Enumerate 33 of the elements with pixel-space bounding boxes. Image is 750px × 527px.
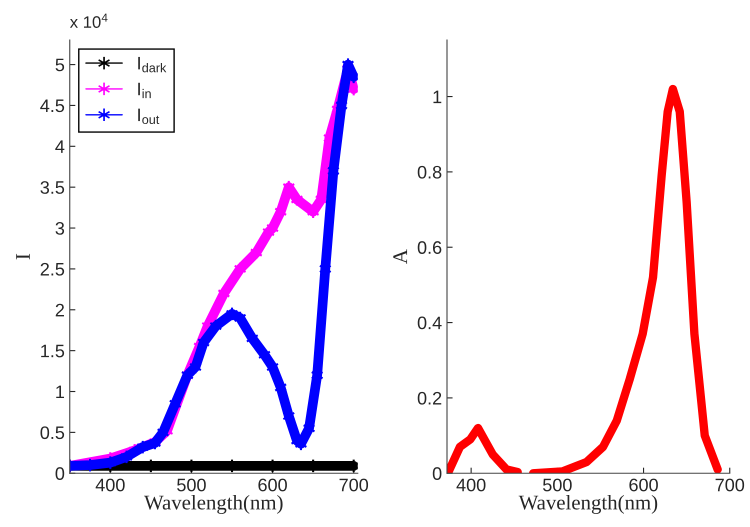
x-tick-label: 500 — [177, 478, 206, 492]
y-tick-label: 4.5 — [40, 100, 64, 112]
x-tick-label: 400 — [456, 478, 486, 492]
y-tick-label: 3 — [56, 222, 64, 235]
y-tick-label: 1 — [433, 90, 442, 104]
x-tick-label: 700 — [340, 478, 368, 492]
y-tick-label: 0.8 — [418, 166, 442, 179]
x-tick-label: 400 — [96, 478, 125, 492]
x-tick-label: 700 — [716, 478, 744, 492]
y-tick-label: 2 — [56, 304, 64, 316]
y-tick-label: 0.2 — [418, 392, 442, 405]
y-tick-label: 5 — [56, 58, 64, 72]
y-tick-label: 1 — [56, 386, 64, 398]
legend-label: I$_{in}$ — [138, 82, 151, 98]
x-axis-title: Wavelength(nm) — [144, 494, 283, 514]
x-tick-label: 500 — [543, 478, 572, 492]
y-tick-label: 0 — [432, 467, 442, 480]
x-tick-label: 600 — [258, 478, 287, 492]
y-tick-label: 0 — [56, 467, 64, 480]
y-tick-label: 0.6 — [418, 241, 442, 254]
y-tick-label: 2.5 — [40, 262, 64, 276]
y-tick-label: 0.4 — [418, 316, 442, 330]
x-tick-label: 600 — [629, 478, 658, 492]
x-axis-title: Wavelength(nm) — [518, 494, 658, 514]
y-tick-label: 0.5 — [40, 426, 64, 440]
legend-label: I$_{dark}$ — [138, 56, 166, 72]
y-tick-label: 3.5 — [40, 181, 64, 194]
y-axis-title: I — [16, 254, 30, 260]
y-tick-label: 4 — [55, 140, 64, 153]
y-axis-title: A — [393, 249, 408, 264]
text: x 10$^{4}$ — [70, 14, 108, 28]
legend-label: I$_{out}$ — [138, 108, 160, 124]
y-tick-label: 1.5 — [41, 344, 64, 358]
